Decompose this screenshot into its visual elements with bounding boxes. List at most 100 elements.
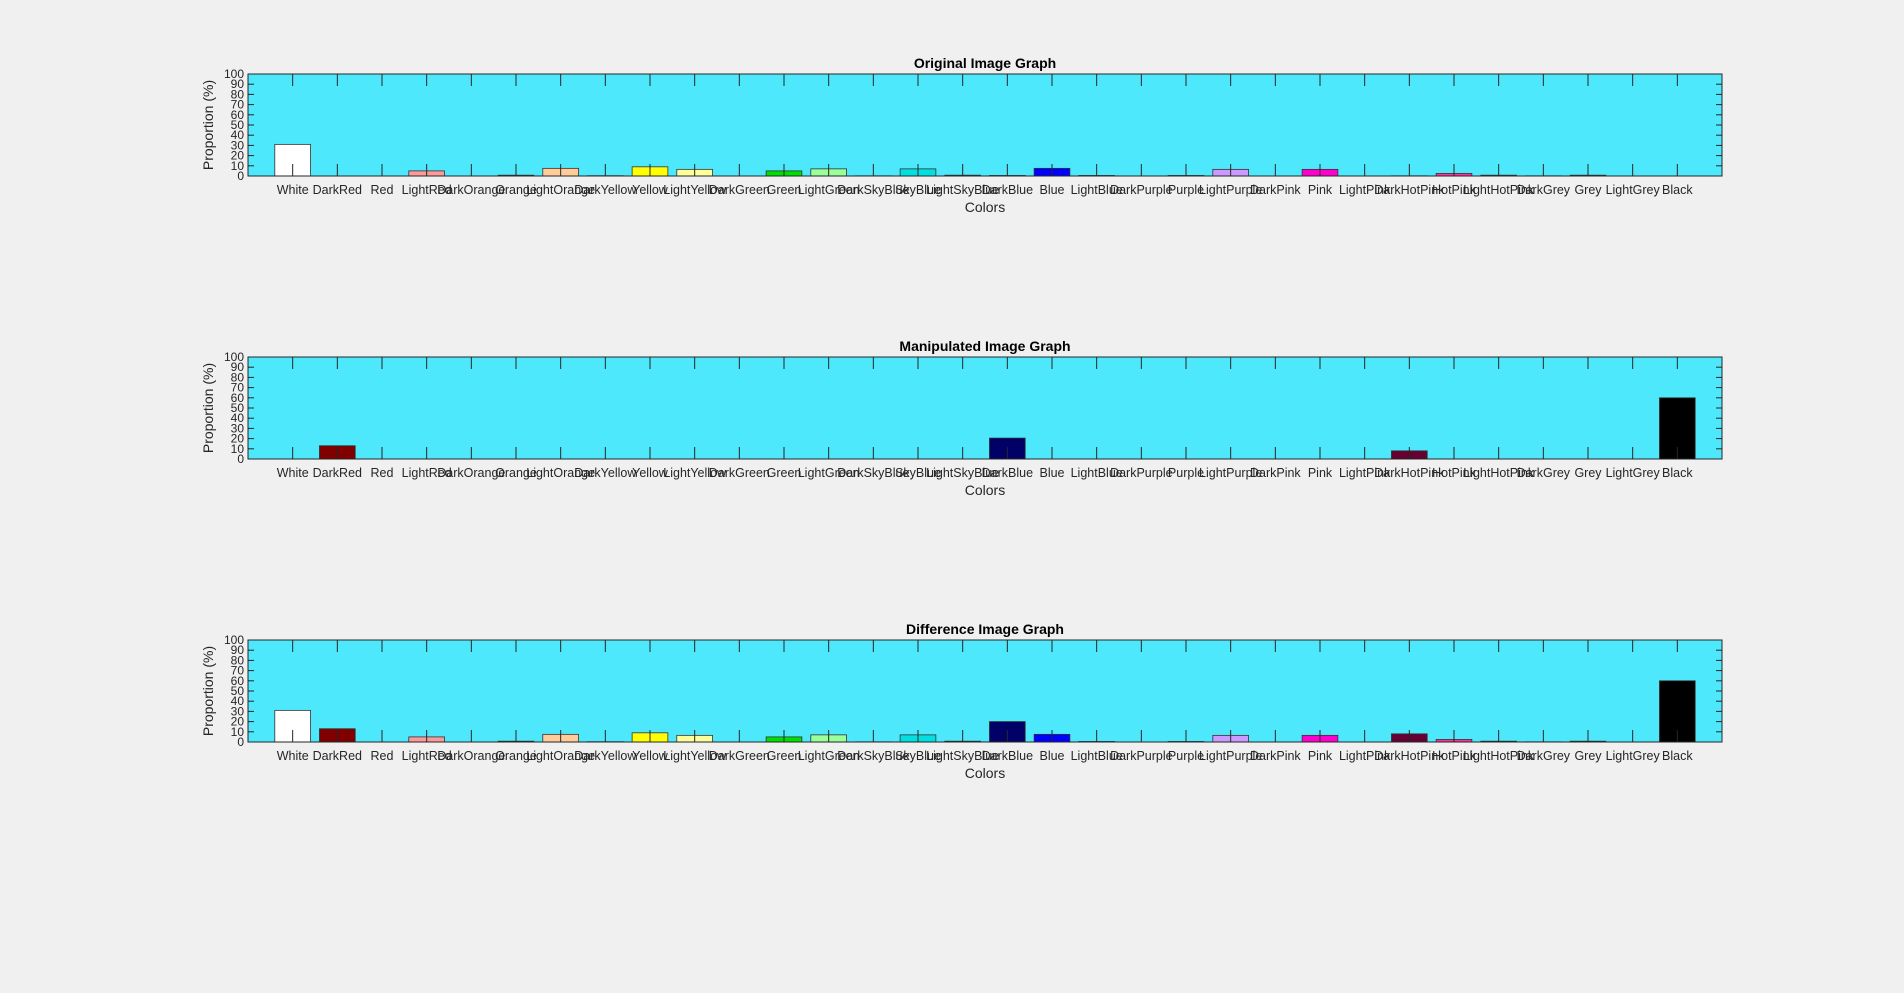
- y-tick-label: 20: [231, 149, 245, 163]
- y-tick-label: 10: [231, 725, 245, 739]
- y-tick-label: 20: [231, 432, 245, 446]
- x-tick-label: DarkSkyBlue: [837, 466, 909, 480]
- x-tick-label: Orange: [495, 466, 537, 480]
- x-tick-label: DarkGreen: [709, 749, 770, 763]
- y-tick-label: 90: [231, 643, 245, 657]
- x-tick-label: LightRed: [402, 466, 452, 480]
- x-tick-label: DarkBlue: [982, 749, 1033, 763]
- x-tick-label: Grey: [1574, 749, 1602, 763]
- y-tick-label: 10: [231, 442, 245, 456]
- x-tick-label: LightGrey: [1606, 183, 1661, 197]
- x-tick-label: DarkGrey: [1517, 183, 1571, 197]
- x-tick-label: LightRed: [402, 749, 452, 763]
- axes-background: [248, 357, 1722, 459]
- x-tick-label: Pink: [1308, 466, 1333, 480]
- axes-background: [248, 74, 1722, 176]
- x-tick-label: DarkPurple: [1110, 466, 1173, 480]
- x-tick-label: SkyBlue: [895, 466, 941, 480]
- x-tick-label: DarkSkyBlue: [837, 183, 909, 197]
- x-tick-label: Green: [767, 466, 802, 480]
- x-tick-label: DarkHotPink: [1374, 183, 1445, 197]
- x-axis-label: Colors: [965, 199, 1005, 215]
- axes-background: [248, 640, 1722, 742]
- y-tick-label: 50: [231, 401, 245, 415]
- x-tick-label: DarkHotPink: [1374, 466, 1445, 480]
- y-tick-label: 20: [231, 715, 245, 729]
- x-tick-label: DarkGreen: [709, 466, 770, 480]
- x-tick-label: DarkHotPink: [1374, 749, 1445, 763]
- x-tick-label: Blue: [1039, 749, 1064, 763]
- x-tick-label: SkyBlue: [895, 749, 941, 763]
- y-tick-label: 60: [231, 391, 245, 405]
- y-tick-label: 100: [224, 633, 244, 647]
- y-tick-label: 100: [224, 350, 244, 364]
- x-tick-label: LightSkyBlue: [926, 749, 999, 763]
- x-tick-label: LightHotPink: [1463, 749, 1535, 763]
- y-tick-label: 70: [231, 98, 245, 112]
- x-tick-label: LightPink: [1339, 749, 1391, 763]
- x-tick-label: LightYellow: [663, 749, 727, 763]
- x-tick-label: LightGrey: [1606, 749, 1661, 763]
- x-tick-label: DarkYellow: [574, 749, 637, 763]
- x-tick-label: DarkOrange: [437, 749, 505, 763]
- x-tick-label: DarkBlue: [982, 183, 1033, 197]
- x-tick-label: Blue: [1039, 466, 1064, 480]
- x-tick-label: SkyBlue: [895, 183, 941, 197]
- x-tick-label: LightPink: [1339, 466, 1391, 480]
- chart-title: Manipulated Image Graph: [899, 338, 1070, 354]
- x-tick-label: LightSkyBlue: [926, 183, 999, 197]
- x-tick-label: LightBlue: [1071, 749, 1123, 763]
- x-tick-label: Yellow: [632, 183, 669, 197]
- x-tick-label: DarkRed: [313, 466, 362, 480]
- y-tick-label: 40: [231, 128, 245, 142]
- x-tick-label: DarkOrange: [437, 183, 505, 197]
- x-tick-label: Blue: [1039, 183, 1064, 197]
- x-tick-label: HotPink: [1432, 466, 1477, 480]
- x-tick-label: LightYellow: [663, 466, 727, 480]
- x-tick-label: DarkBlue: [982, 466, 1033, 480]
- x-tick-label: Purple: [1168, 749, 1204, 763]
- x-tick-label: White: [277, 466, 309, 480]
- x-tick-label: Orange: [495, 749, 537, 763]
- x-tick-label: HotPink: [1432, 183, 1477, 197]
- x-tick-label: Green: [767, 183, 802, 197]
- y-tick-label: 90: [231, 360, 245, 374]
- x-tick-label: Orange: [495, 183, 537, 197]
- y-tick-label: 30: [231, 138, 245, 152]
- x-tick-label: DarkPink: [1250, 466, 1301, 480]
- x-tick-label: DarkRed: [313, 749, 362, 763]
- x-axis-label: Colors: [965, 482, 1005, 498]
- x-tick-label: Black: [1662, 183, 1693, 197]
- x-tick-label: DarkPink: [1250, 749, 1301, 763]
- x-tick-label: DarkPink: [1250, 183, 1301, 197]
- y-tick-label: 60: [231, 674, 245, 688]
- x-tick-label: DarkGreen: [709, 183, 770, 197]
- y-axis-label: Proportion (%): [200, 80, 216, 170]
- x-tick-label: LightPurple: [1199, 183, 1262, 197]
- x-tick-label: LightOrange: [526, 466, 595, 480]
- x-tick-label: DarkOrange: [437, 466, 505, 480]
- x-tick-label: Red: [371, 183, 394, 197]
- x-tick-label: LightGrey: [1606, 466, 1661, 480]
- x-tick-label: DarkPurple: [1110, 183, 1173, 197]
- y-tick-label: 30: [231, 421, 245, 435]
- x-tick-label: Purple: [1168, 183, 1204, 197]
- x-tick-label: Pink: [1308, 183, 1333, 197]
- x-tick-label: Red: [371, 466, 394, 480]
- y-tick-label: 50: [231, 118, 245, 132]
- x-tick-label: Black: [1662, 749, 1693, 763]
- y-tick-label: 0: [237, 169, 244, 183]
- x-tick-label: Red: [371, 749, 394, 763]
- x-tick-label: LightPink: [1339, 183, 1391, 197]
- x-tick-label: DarkGrey: [1517, 749, 1571, 763]
- x-tick-label: LightOrange: [526, 183, 595, 197]
- x-tick-label: LightHotPink: [1463, 466, 1535, 480]
- y-tick-label: 0: [237, 735, 244, 749]
- y-tick-label: 70: [231, 664, 245, 678]
